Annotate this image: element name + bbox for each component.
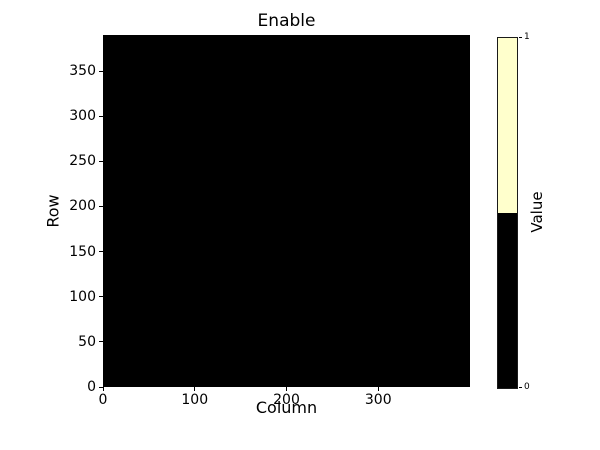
y-tick-label: 100 xyxy=(69,288,96,305)
colorbar-tick-label: 0 xyxy=(524,382,530,392)
x-tick-label: 200 xyxy=(273,392,300,408)
y-tick-label: 350 xyxy=(69,63,96,80)
colorbar-tick-mark xyxy=(519,36,522,38)
y-tick-mark xyxy=(99,205,103,207)
x-tick-mark xyxy=(102,387,104,391)
y-tick-mark xyxy=(99,386,103,388)
y-tick-mark xyxy=(99,160,103,162)
x-tick-label: 0 xyxy=(98,392,108,408)
colorbar xyxy=(497,37,518,389)
heatmap-plot-area xyxy=(103,35,470,387)
y-tick-mark xyxy=(99,70,103,72)
y-tick-label: 250 xyxy=(69,153,96,170)
y-tick-mark xyxy=(99,341,103,343)
colorbar-segment xyxy=(498,38,517,213)
colorbar-label: Value xyxy=(528,191,546,233)
colorbar-segment xyxy=(498,213,517,388)
colorbar-tick-label: 1 xyxy=(524,32,530,42)
x-tick-label: 100 xyxy=(181,392,209,408)
colorbar-tick-mark xyxy=(519,386,522,388)
y-tick-label: 50 xyxy=(78,333,96,350)
y-tick-label: 0 xyxy=(87,379,96,395)
y-tick-label: 200 xyxy=(69,198,96,215)
y-tick-label: 300 xyxy=(69,108,96,125)
y-tick-mark xyxy=(99,251,103,253)
x-axis-label: Column xyxy=(255,398,318,417)
y-tick-mark xyxy=(99,296,103,298)
x-tick-label: 300 xyxy=(364,392,392,408)
x-tick-mark xyxy=(377,387,379,391)
y-tick-mark xyxy=(99,115,103,117)
y-tick-label: 150 xyxy=(69,243,96,260)
x-tick-mark xyxy=(194,387,196,391)
chart-title: Enable xyxy=(257,11,316,31)
x-tick-mark xyxy=(286,387,287,391)
